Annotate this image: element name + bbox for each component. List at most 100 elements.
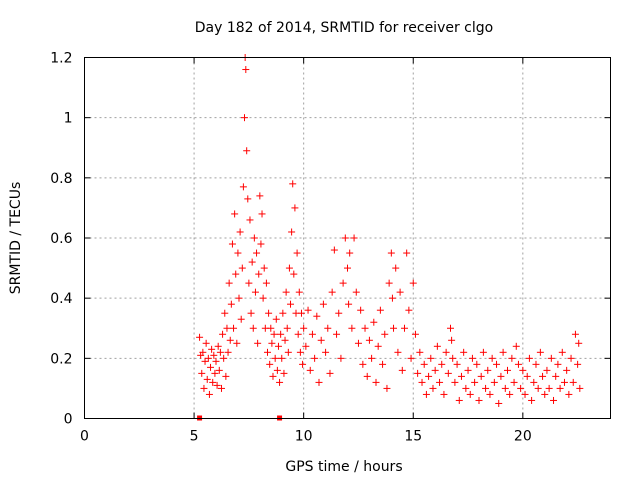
data-point [315,378,323,386]
data-point [250,234,258,242]
data-point [266,360,274,368]
data-point [297,309,305,317]
data-point [295,288,303,296]
data-point [220,354,228,362]
data-point [300,324,308,332]
data-point [265,309,273,317]
data-point [326,369,334,377]
data-point [438,360,446,368]
data-point [240,114,248,122]
data-point [418,378,426,386]
data-point [341,234,349,242]
data-point [508,354,516,362]
data-point [290,270,298,278]
data-point [425,372,433,380]
data-point [521,390,529,398]
data-point [322,348,330,356]
data-point [493,360,501,368]
data-points [196,54,584,407]
data-point [245,279,253,287]
data-point [249,324,257,332]
data-point [234,249,242,257]
data-point [385,279,393,287]
data-point [344,264,351,272]
data-point [254,339,262,347]
data-point [223,324,231,332]
data-point [287,300,295,308]
data-point [222,372,230,380]
data-point [560,378,568,386]
data-point [215,366,223,374]
chart-title: Day 182 of 2014, SRMTID for receiver clg… [195,20,493,36]
data-point [198,369,206,377]
data-point [517,384,525,392]
data-point [203,375,211,383]
data-point [196,333,204,341]
data-point [468,354,476,362]
data-point [462,384,470,392]
data-point [267,324,275,332]
data-point [283,324,291,332]
x-tick-label: 0 [80,429,89,445]
data-point [235,294,243,302]
data-point [221,309,229,317]
data-point [258,210,266,218]
data-point [207,363,215,371]
data-point [259,294,267,302]
data-point [416,348,424,356]
data-point [473,360,481,368]
data-point [392,264,400,272]
data-point [278,354,286,362]
data-point [346,249,354,257]
data-point [308,330,316,338]
data-point [407,354,415,362]
data-point [374,342,382,350]
data-point [242,66,250,74]
data-point [396,288,404,296]
data-point [414,369,422,377]
data-point [268,339,276,347]
data-point [525,354,533,362]
data-point [276,378,284,386]
data-point [365,336,373,344]
data-point [246,216,254,224]
data-point [400,324,408,332]
data-point [490,378,498,386]
data-point [563,366,571,374]
data-point [532,360,540,368]
data-point [200,384,208,392]
data-point [244,195,252,203]
data-point [205,390,213,398]
data-point [372,378,380,386]
data-point [394,348,402,356]
data-point [274,342,282,350]
data-point [273,366,281,374]
data-point [217,384,225,392]
data-point [281,336,289,344]
data-point [547,354,555,362]
data-point [363,372,371,380]
data-point [475,396,483,404]
data-point [420,360,428,368]
data-point [436,378,444,386]
data-point [319,300,327,308]
data-point [448,336,456,344]
data-point [348,324,356,332]
y-axis-ticks: 0 0.2 0.4 0.6 0.8 1 1.2 [50,51,611,428]
data-point [442,348,450,356]
data-point [359,360,367,368]
data-point [361,324,369,332]
data-point [440,390,448,398]
data-point [543,366,551,374]
data-point [224,348,232,356]
data-point [237,315,245,323]
data-point [545,384,553,392]
data-point [313,312,321,320]
data-point [403,249,411,257]
data-point [447,324,455,332]
x-axis-ticks: 0 5 10 15 20 [80,57,532,445]
data-point [429,384,437,392]
data-point [571,330,579,338]
data-point [232,270,240,278]
data-point [449,354,457,362]
